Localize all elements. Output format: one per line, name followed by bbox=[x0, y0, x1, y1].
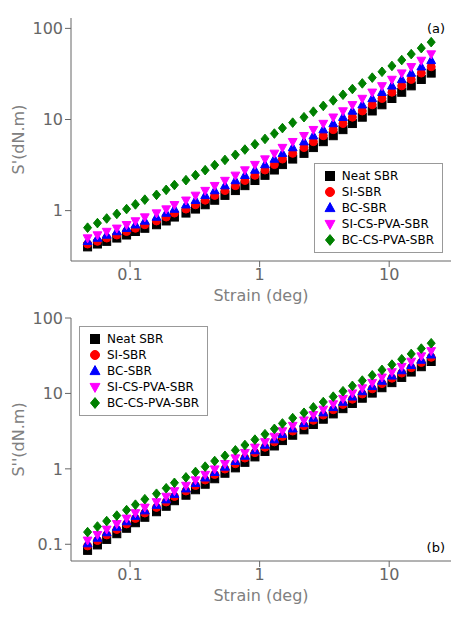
svg-text:10: 10 bbox=[43, 384, 63, 403]
html-text:SI-SBR: SI-SBR bbox=[107, 348, 147, 362]
svg-text:100: 100 bbox=[32, 19, 63, 38]
html-text:Neat SBR: Neat SBR bbox=[341, 169, 399, 183]
html-text:BC-SBR: BC-SBR bbox=[341, 201, 387, 215]
html-text:BC-CS-PVA-SBR: BC-CS-PVA-SBR bbox=[107, 396, 200, 410]
html-text:SI-SBR: SI-SBR bbox=[341, 185, 382, 199]
svg-text:10: 10 bbox=[379, 265, 399, 284]
html-text:SI-CS-PVA-SBR: SI-CS-PVA-SBR bbox=[107, 380, 194, 394]
html-text:(a): (a) bbox=[426, 21, 445, 36]
svg-text:1: 1 bbox=[255, 265, 265, 284]
html-text:SI-CS-PVA-SBR: SI-CS-PVA-SBR bbox=[341, 217, 429, 231]
svg-text:0.1: 0.1 bbox=[117, 565, 142, 584]
svg-text:1: 1 bbox=[255, 565, 265, 584]
html-text:Neat SBR: Neat SBR bbox=[107, 332, 164, 346]
svg-text:100: 100 bbox=[32, 309, 63, 328]
svg-text:10: 10 bbox=[43, 110, 63, 129]
svg-text:0.1: 0.1 bbox=[38, 535, 63, 554]
svg-text:Strain (deg): Strain (deg) bbox=[213, 586, 308, 605]
svg-text:10: 10 bbox=[379, 565, 399, 584]
svg-text:1: 1 bbox=[53, 201, 63, 220]
svg-text:S''(dN.m): S''(dN.m) bbox=[9, 402, 28, 476]
svg-text:Strain (deg): Strain (deg) bbox=[213, 286, 308, 305]
svg-text:S'(dN.m): S'(dN.m) bbox=[9, 105, 28, 175]
svg-text:1: 1 bbox=[53, 460, 63, 479]
html-text:BC-SBR: BC-SBR bbox=[107, 364, 152, 378]
svg-text:0.1: 0.1 bbox=[117, 265, 142, 284]
html-text:(b): (b) bbox=[426, 540, 445, 555]
html-text:BC-CS-PVA-SBR: BC-CS-PVA-SBR bbox=[341, 233, 434, 247]
